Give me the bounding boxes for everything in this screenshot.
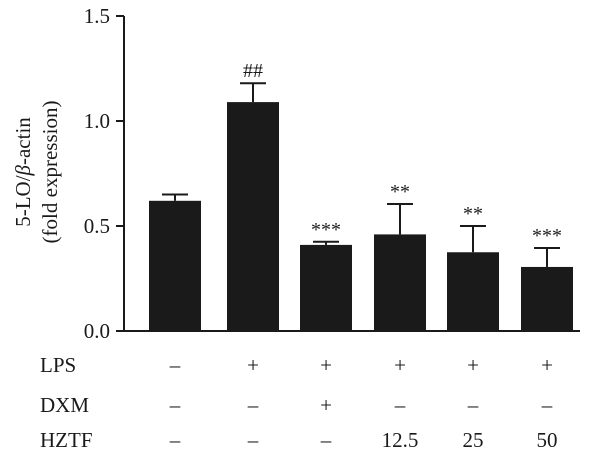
condition-cell: + — [320, 353, 332, 377]
bar — [149, 200, 201, 331]
condition-cell: + — [247, 353, 259, 377]
condition-cell: + — [541, 353, 553, 377]
bar — [300, 244, 352, 331]
condition-label: HZTF — [40, 428, 93, 452]
significance-label: ** — [390, 181, 410, 203]
significance-label: *** — [532, 225, 562, 247]
condition-cell: + — [320, 393, 332, 417]
condition-cell: 25 — [463, 428, 484, 452]
bar — [227, 102, 279, 331]
condition-cell: + — [467, 353, 479, 377]
condition-cell: – — [169, 428, 181, 452]
condition-cell: – — [541, 393, 553, 417]
condition-label: DXM — [40, 393, 89, 417]
significance-label: *** — [311, 219, 341, 241]
condition-table: LPS – + + + + + DXM – – + – – – HZTF – – – 12.5 25 50 — [40, 353, 558, 452]
condition-cell: – — [169, 393, 181, 417]
y-axis-label-line1: 5-LO/β-actin — [11, 117, 35, 227]
bar — [521, 266, 573, 331]
condition-cell: – — [247, 428, 259, 452]
y-axis-label-part-a: 5-LO/ — [11, 175, 35, 226]
significance-label: ## — [243, 60, 263, 82]
condition-cell: – — [169, 353, 181, 377]
condition-cell: – — [467, 393, 479, 417]
condition-cell: 12.5 — [382, 428, 419, 452]
y-tick-label: 1.5 — [84, 4, 110, 28]
condition-cell: – — [394, 393, 406, 417]
significance-label: ** — [463, 203, 483, 225]
y-tick-label: 1.0 — [84, 109, 110, 133]
y-tick-label: 0.5 — [84, 214, 110, 238]
y-tick-label: 0.0 — [84, 319, 110, 343]
y-axis-label-part-c: -actin — [11, 117, 35, 165]
condition-cell: + — [394, 353, 406, 377]
condition-cell: – — [320, 428, 332, 452]
y-axis-label-part-beta: β — [11, 164, 35, 176]
condition-label: LPS — [40, 353, 76, 377]
condition-cell: – — [247, 393, 259, 417]
y-axis-label-line2: (fold expression) — [38, 101, 62, 244]
bars: ##********** — [149, 60, 573, 331]
bar — [447, 252, 499, 331]
condition-cell: 50 — [537, 428, 558, 452]
bar — [374, 234, 426, 331]
